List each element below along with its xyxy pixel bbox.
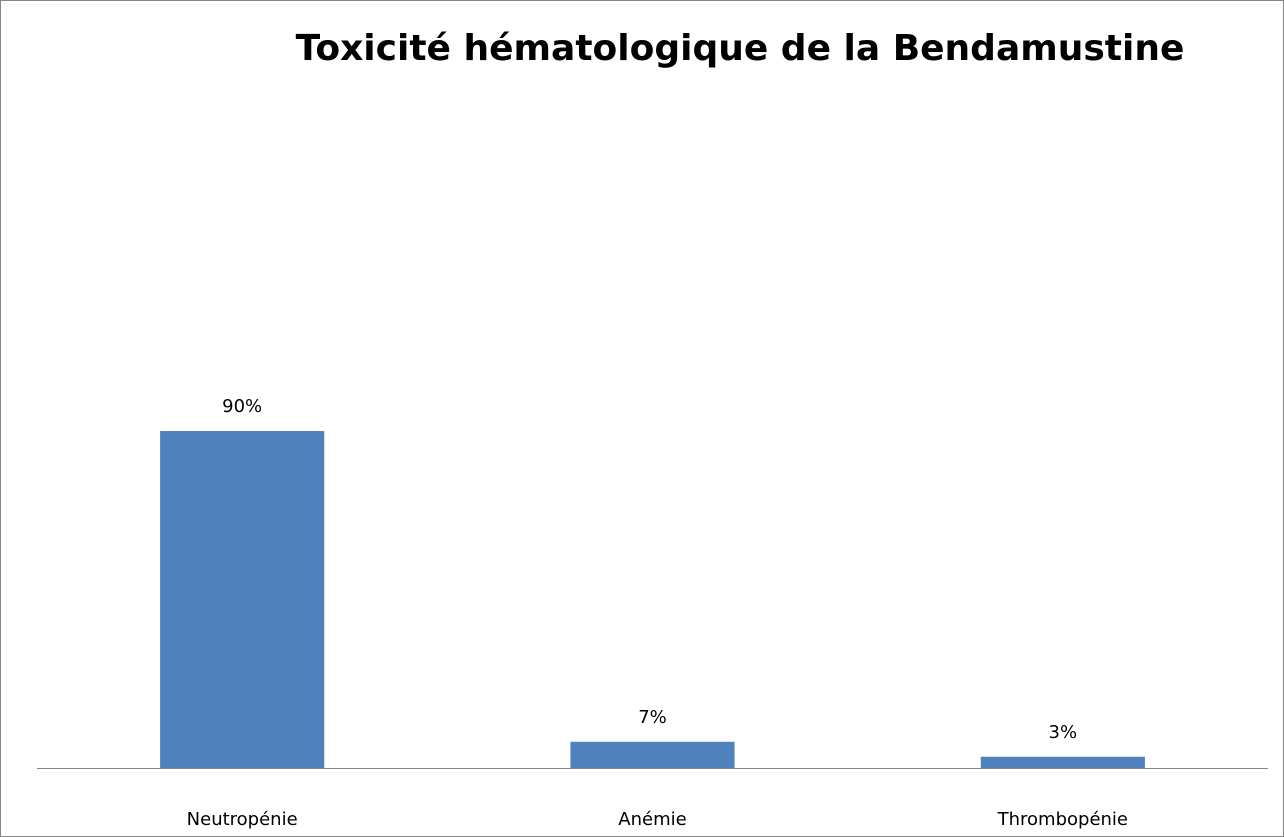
x-tick-label: Neutropénie [187,809,298,830]
bar [570,741,735,768]
bar [980,756,1145,768]
chart-title: Toxicité hématologique de la Bendamustin… [296,28,1185,69]
data-label: 90% [222,396,262,417]
data-label: 3% [1049,722,1078,743]
x-tick-label: Thrombopénie [997,809,1128,830]
x-tick-label: Anémie [618,809,686,830]
data-label: 7% [638,707,667,728]
bar [160,431,325,768]
